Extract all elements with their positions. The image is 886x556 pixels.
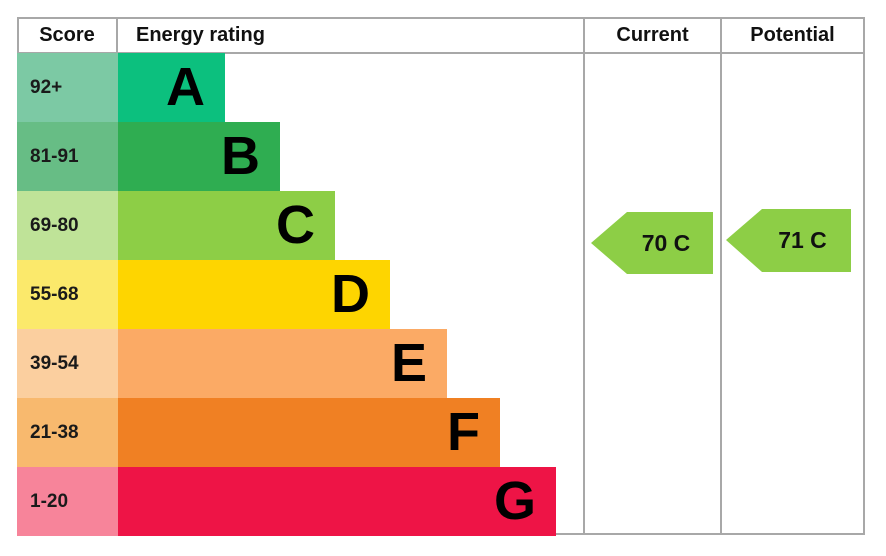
current-column-right-border	[720, 17, 722, 535]
band-letter-c: C	[276, 195, 315, 255]
band-letter-e: E	[390, 333, 427, 393]
rating-bar-c: C	[118, 191, 335, 260]
score-range-c: 69-80	[17, 191, 118, 260]
score-range-g: 1-20	[17, 467, 118, 536]
band-letter-f: F	[447, 402, 480, 462]
score-header-right-border	[116, 17, 118, 54]
band-letter-b: B	[221, 126, 260, 186]
score-range-e: 39-54	[17, 329, 118, 398]
rating-bar-b: B	[118, 122, 280, 191]
current-column-left-border	[583, 17, 585, 535]
potential-rating-arrow: 71 C	[726, 209, 851, 272]
rating-bar-d: D	[118, 260, 390, 329]
band-letter-a: A	[166, 57, 205, 117]
rating-bar-a: A	[118, 53, 225, 122]
current-column-header: Current	[616, 24, 689, 46]
energy-rating-header: Energy rating	[136, 24, 265, 46]
score-range-f: 21-38	[17, 398, 118, 467]
current-rating-arrow: 70 C	[591, 212, 713, 274]
band-letter-d: D	[331, 264, 370, 324]
table-top-border	[17, 17, 865, 19]
score-column-header: Score	[39, 24, 95, 46]
header-bottom-border	[17, 52, 865, 54]
score-range-d: 55-68	[17, 260, 118, 329]
score-header-left-border	[17, 17, 19, 54]
potential-column-right-border	[863, 17, 865, 535]
potential-rating-value: 71 C	[778, 227, 827, 253]
rating-bar-e: E	[118, 329, 447, 398]
rating-bar-g: G	[118, 467, 556, 536]
rating-bar-f: F	[118, 398, 500, 467]
current-rating-value: 70 C	[641, 229, 691, 256]
left-arrow-icon	[726, 209, 851, 272]
score-range-a: 92+	[17, 53, 118, 122]
score-range-b: 81-91	[17, 122, 118, 191]
left-arrow-icon	[591, 212, 713, 274]
potential-column-header: Potential	[750, 24, 835, 46]
band-letter-g: G	[493, 471, 536, 531]
